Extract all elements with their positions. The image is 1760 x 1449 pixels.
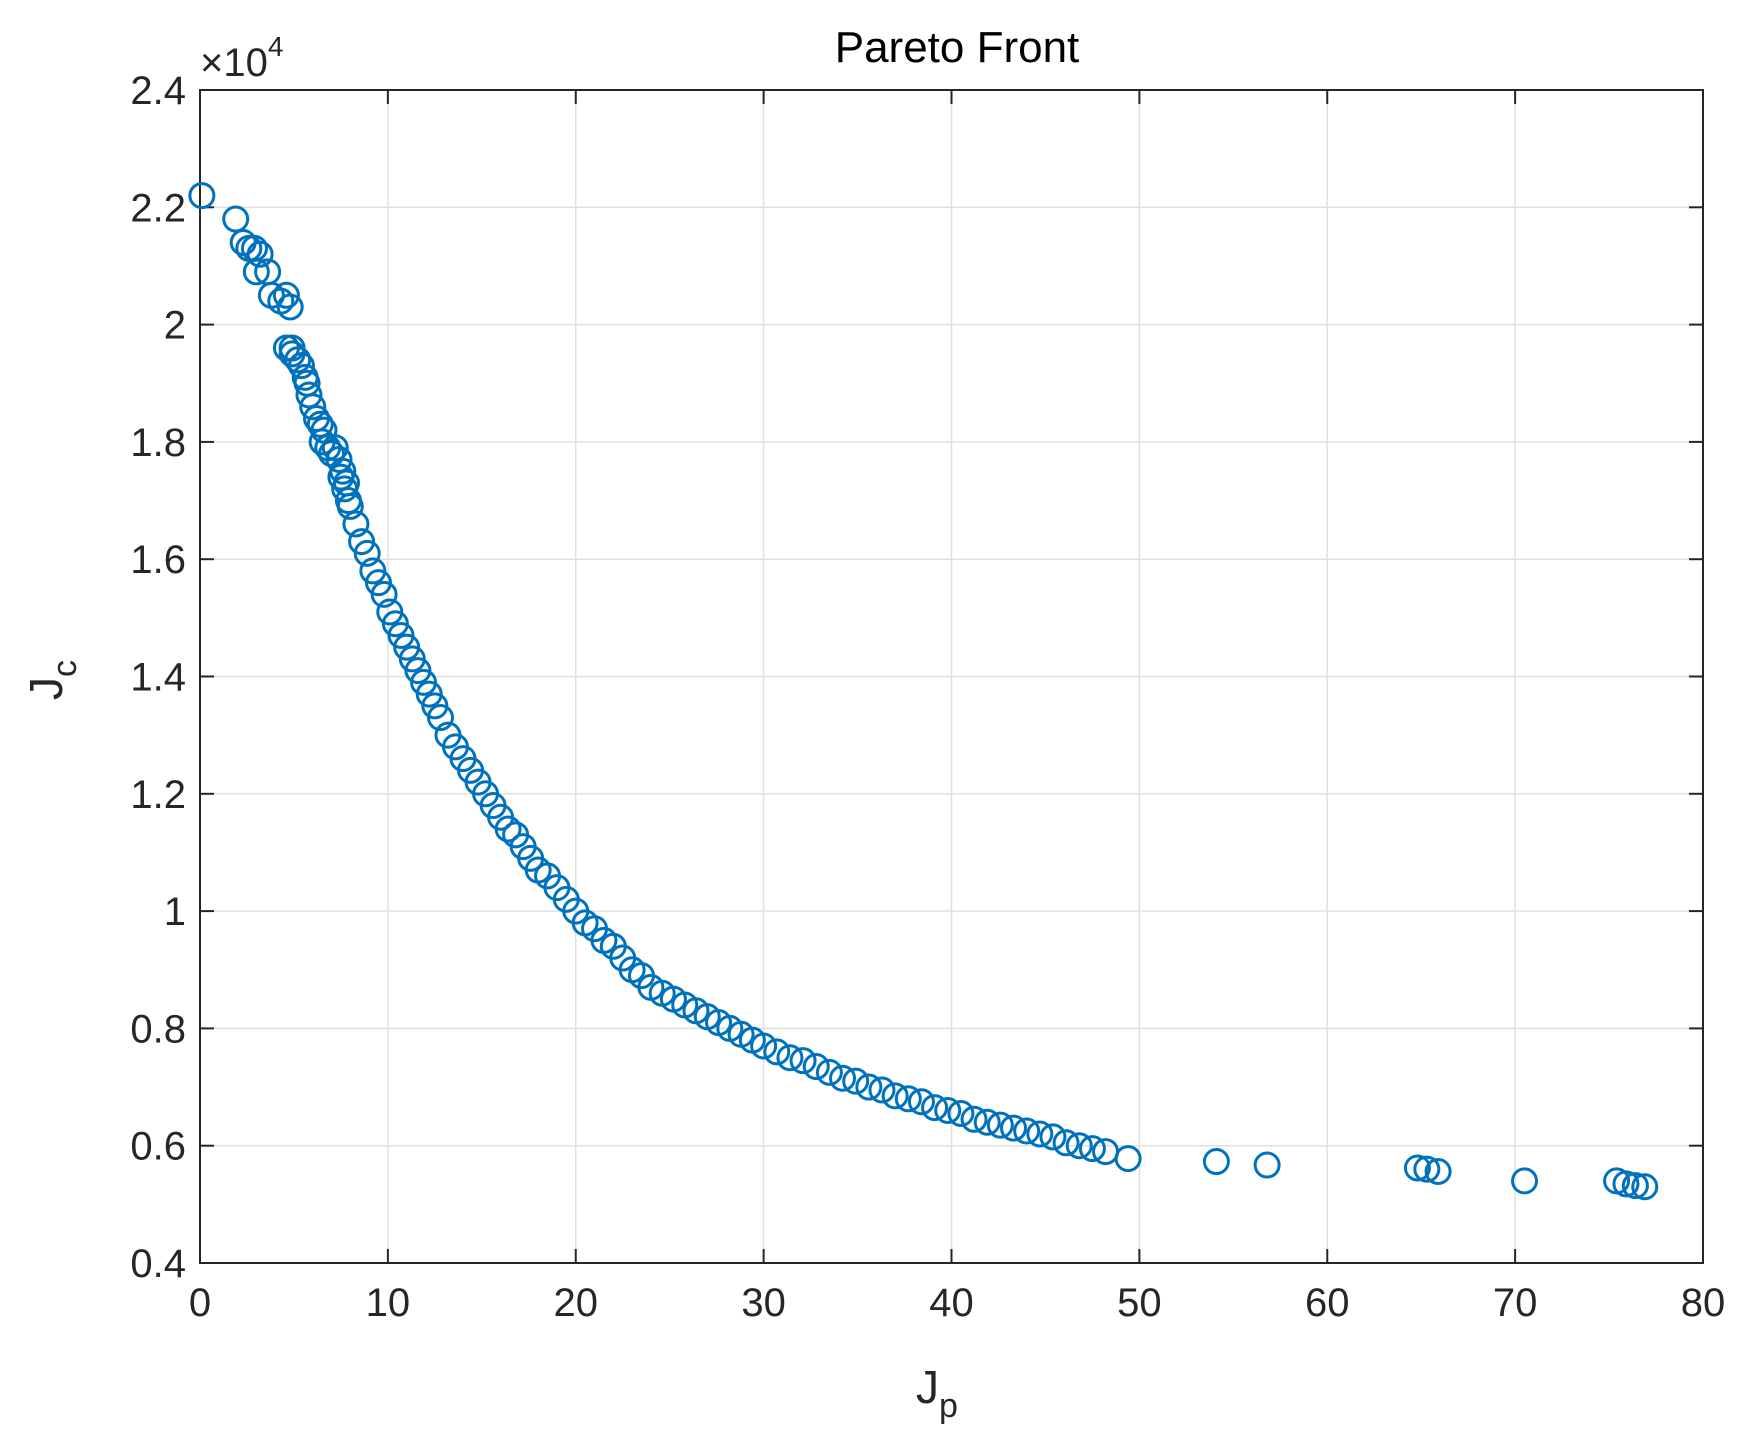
data-point — [894, 1085, 922, 1113]
data-point — [1631, 1173, 1659, 1201]
y-multiplier-label: ×104 — [200, 31, 283, 85]
y-axis-label-main: J — [20, 677, 72, 700]
data-point — [934, 1097, 962, 1125]
data-point — [1413, 1155, 1441, 1183]
x-tick-label: 60 — [1305, 1281, 1350, 1325]
data-point — [1202, 1148, 1230, 1176]
data-point — [1114, 1145, 1142, 1173]
y-tick-label: 1.4 — [130, 656, 186, 700]
data-point — [973, 1108, 1001, 1136]
data-point — [276, 293, 304, 321]
data-point — [331, 475, 359, 503]
data-point — [287, 352, 315, 380]
x-tick-label: 10 — [366, 1281, 411, 1325]
data-point — [1424, 1158, 1452, 1186]
data-point — [868, 1076, 896, 1104]
data-point — [986, 1111, 1014, 1139]
y-tick-label: 1 — [164, 890, 186, 934]
data-point — [1612, 1170, 1640, 1198]
data-point — [1403, 1154, 1431, 1182]
data-point — [802, 1053, 830, 1081]
y-tick-label: 0.6 — [130, 1125, 186, 1169]
data-point — [188, 182, 216, 210]
data-point — [1065, 1132, 1093, 1160]
y-axis-label: Jc — [20, 660, 84, 700]
data-point — [246, 240, 274, 268]
data-point — [342, 510, 370, 538]
x-tick-label: 80 — [1681, 1281, 1726, 1325]
y-multiplier-power: 4 — [268, 31, 284, 62]
data-point — [1026, 1120, 1054, 1148]
x-axis-ticks: 0 10 20 30 40 50 60 70 80 — [189, 90, 1725, 1325]
data-point — [321, 434, 349, 462]
data-point — [815, 1058, 843, 1086]
data-point — [336, 492, 364, 520]
data-point — [327, 463, 355, 491]
data-point — [960, 1105, 988, 1133]
data-point — [763, 1038, 791, 1066]
data-point — [325, 445, 353, 473]
data-point — [242, 258, 270, 286]
y-axis-ticks: 0.4 0.6 0.8 1 1.2 1.4 1.6 1.8 2 2.2 2.4 — [130, 69, 1703, 1286]
data-point — [1052, 1129, 1080, 1157]
data-point — [842, 1067, 870, 1095]
chart-title: Pareto Front — [835, 23, 1080, 72]
x-tick-label: 0 — [189, 1281, 211, 1325]
data-point — [1039, 1123, 1067, 1151]
data-point — [299, 393, 327, 421]
x-tick-label: 30 — [741, 1281, 786, 1325]
data-point — [370, 580, 398, 608]
data-point — [999, 1114, 1027, 1142]
y-tick-label: 2.4 — [130, 69, 186, 113]
x-tick-label: 40 — [929, 1281, 974, 1325]
y-axis-label-sub: c — [46, 660, 84, 677]
x-tick-label: 50 — [1117, 1281, 1162, 1325]
y-tick-label: 1.2 — [130, 773, 186, 817]
x-tick-label: 20 — [554, 1281, 599, 1325]
data-point — [494, 815, 522, 843]
data-point — [1621, 1172, 1649, 1200]
x-axis-label-main: J — [916, 1361, 939, 1413]
y-tick-label: 0.8 — [130, 1007, 186, 1051]
y-tick-label: 2.2 — [130, 186, 186, 230]
data-point — [426, 704, 454, 732]
data-point — [921, 1094, 949, 1122]
data-point — [776, 1044, 804, 1072]
data-point — [829, 1064, 857, 1092]
grid-lines — [199, 89, 1704, 1264]
x-axis-label-sub: p — [939, 1387, 958, 1425]
data-point — [222, 205, 250, 233]
data-point — [272, 281, 300, 309]
data-point — [306, 410, 334, 438]
data-point — [947, 1099, 975, 1127]
scatter-points — [188, 182, 1659, 1201]
y-tick-label: 2 — [164, 304, 186, 348]
y-multiplier-base: ×10 — [200, 41, 268, 85]
y-tick-label: 0.4 — [130, 1242, 186, 1286]
data-point — [1511, 1167, 1539, 1195]
x-axis-label: Jp — [916, 1361, 958, 1425]
data-point — [855, 1073, 883, 1101]
data-point — [907, 1088, 935, 1116]
data-point — [750, 1032, 778, 1060]
data-point — [295, 381, 323, 409]
y-tick-label: 1.8 — [130, 421, 186, 465]
data-point — [284, 346, 312, 374]
data-point — [789, 1047, 817, 1075]
data-point — [1253, 1151, 1281, 1179]
data-point — [353, 539, 381, 567]
y-tick-label: 1.6 — [130, 538, 186, 582]
data-point — [1078, 1135, 1106, 1163]
x-tick-label: 70 — [1493, 1281, 1538, 1325]
data-point — [1013, 1117, 1041, 1145]
data-point — [881, 1082, 909, 1110]
